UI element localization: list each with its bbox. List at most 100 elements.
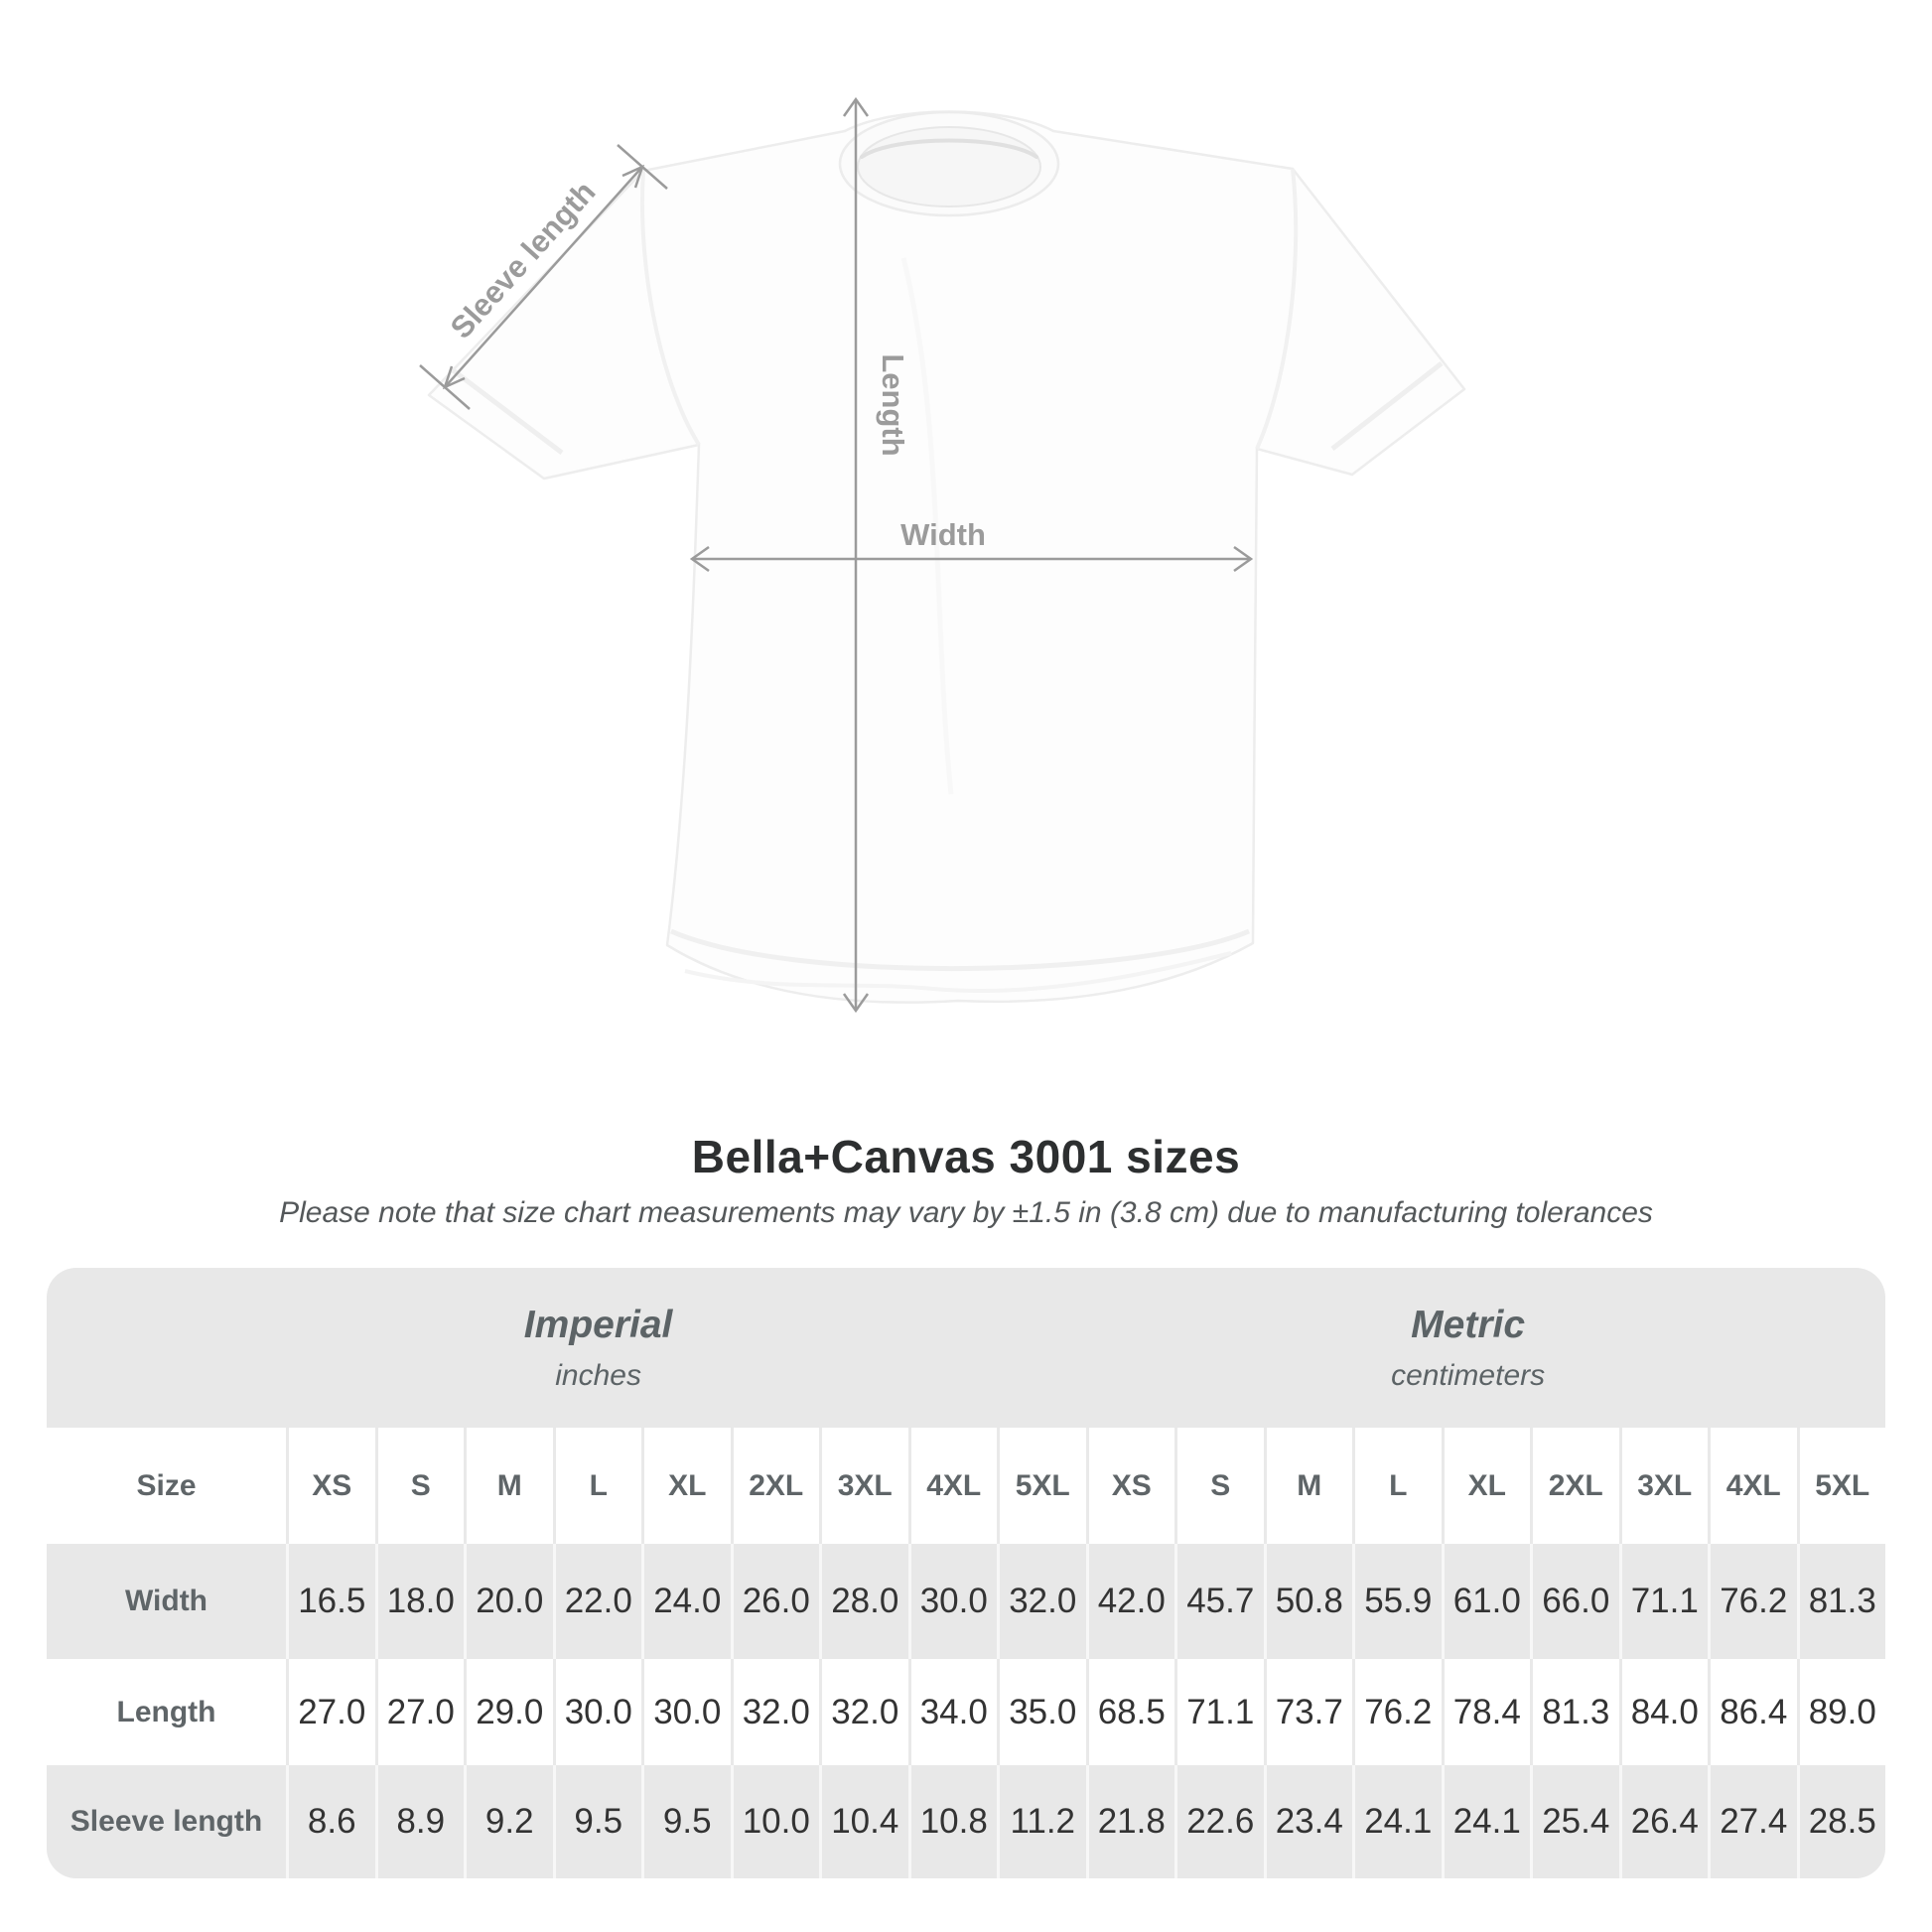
page-title: Bella+Canvas 3001 sizes bbox=[691, 1131, 1241, 1182]
right-armhole-seam bbox=[1255, 168, 1299, 450]
width-cell: 66.0 bbox=[1530, 1544, 1619, 1659]
left-cuff-fold bbox=[450, 367, 564, 455]
sleeve-cell: 10.4 bbox=[819, 1765, 908, 1878]
width-cell: 81.3 bbox=[1796, 1544, 1885, 1659]
width-cell: 16.5 bbox=[286, 1544, 375, 1659]
size-col-header: M bbox=[464, 1428, 553, 1544]
length-cell: 68.5 bbox=[1085, 1659, 1174, 1765]
width-cell: 50.8 bbox=[1263, 1544, 1352, 1659]
length-cell: 76.2 bbox=[1352, 1659, 1442, 1765]
width-cell: 76.2 bbox=[1708, 1544, 1797, 1659]
length-cell: 29.0 bbox=[464, 1659, 553, 1765]
sleeve-cell: 25.4 bbox=[1530, 1765, 1619, 1878]
table-row-sleeve-length: Sleeve length 8.6 8.9 9.2 9.5 9.5 10.0 1… bbox=[47, 1765, 1885, 1878]
sleeve-cell: 8.9 bbox=[374, 1765, 464, 1878]
tshirt-body bbox=[427, 110, 1466, 1004]
sleeve-cell: 27.4 bbox=[1708, 1765, 1797, 1878]
imperial-header: Imperial inches bbox=[524, 1304, 673, 1393]
sleeve-cell: 9.5 bbox=[641, 1765, 731, 1878]
size-col-header: M bbox=[1263, 1428, 1352, 1544]
width-cell: 22.0 bbox=[552, 1544, 641, 1659]
size-col-header: 2XL bbox=[1530, 1428, 1619, 1544]
left-armhole-seam bbox=[639, 170, 701, 447]
length-cell: 86.4 bbox=[1708, 1659, 1797, 1765]
size-col-header: 3XL bbox=[819, 1428, 908, 1544]
size-row-label: Size bbox=[47, 1428, 286, 1544]
sleeve-cell: 28.5 bbox=[1796, 1765, 1885, 1878]
width-cell: 61.0 bbox=[1441, 1544, 1530, 1659]
size-col-header: XL bbox=[641, 1428, 731, 1544]
size-table: Imperial inches Metric centimeters Size … bbox=[47, 1268, 1885, 1878]
right-cuff-fold bbox=[1330, 361, 1444, 451]
size-col-header: 5XL bbox=[1796, 1428, 1885, 1544]
length-cell: 73.7 bbox=[1263, 1659, 1352, 1765]
metric-header: Metric centimeters bbox=[1391, 1304, 1545, 1393]
size-col-header: S bbox=[374, 1428, 464, 1544]
collar-opening bbox=[857, 126, 1041, 207]
body-wrinkle bbox=[900, 257, 954, 795]
length-cell: 30.0 bbox=[552, 1659, 641, 1765]
size-col-header: S bbox=[1174, 1428, 1264, 1544]
imperial-unit: inches bbox=[555, 1358, 641, 1392]
hem-wave-shadow bbox=[684, 951, 1232, 994]
width-cell: 45.7 bbox=[1174, 1544, 1264, 1659]
sleeve-cell: 11.2 bbox=[997, 1765, 1086, 1878]
sleeve-cell: 8.6 bbox=[286, 1765, 375, 1878]
sleeve-cell: 23.4 bbox=[1263, 1765, 1352, 1878]
length-dimension bbox=[842, 96, 870, 1014]
length-cell: 27.0 bbox=[374, 1659, 464, 1765]
unit-header-band: Imperial inches Metric centimeters bbox=[47, 1268, 1885, 1428]
length-cell: 30.0 bbox=[641, 1659, 731, 1765]
width-cell: 55.9 bbox=[1352, 1544, 1442, 1659]
sleeve-cell: 10.0 bbox=[730, 1765, 819, 1878]
row-label: Width bbox=[47, 1544, 286, 1659]
width-cell: 28.0 bbox=[819, 1544, 908, 1659]
size-col-header: 4XL bbox=[1708, 1428, 1797, 1544]
width-cell: 71.1 bbox=[1618, 1544, 1708, 1659]
width-dimension bbox=[689, 545, 1254, 573]
width-cell: 42.0 bbox=[1085, 1544, 1174, 1659]
length-cell: 71.1 bbox=[1174, 1659, 1264, 1765]
row-label: Sleeve length bbox=[47, 1765, 286, 1878]
width-cell: 18.0 bbox=[374, 1544, 464, 1659]
sleeve-cell: 21.8 bbox=[1085, 1765, 1174, 1878]
tshirt-diagram: Sleeve length Length Width bbox=[419, 96, 1466, 1014]
length-cell: 34.0 bbox=[907, 1659, 997, 1765]
sleeve-cell: 9.5 bbox=[552, 1765, 641, 1878]
tolerance-note: Please note that size chart measurements… bbox=[279, 1196, 1653, 1229]
width-cell: 24.0 bbox=[641, 1544, 731, 1659]
length-cell: 35.0 bbox=[997, 1659, 1086, 1765]
imperial-title: Imperial bbox=[523, 1303, 673, 1346]
sleeve-cell: 24.1 bbox=[1352, 1765, 1442, 1878]
size-col-header: 4XL bbox=[907, 1428, 997, 1544]
row-label: Length bbox=[47, 1659, 286, 1765]
width-cell: 32.0 bbox=[997, 1544, 1086, 1659]
size-col-header: 5XL bbox=[997, 1428, 1086, 1544]
length-cell: 32.0 bbox=[730, 1659, 819, 1765]
width-cell: 30.0 bbox=[907, 1544, 997, 1659]
width-label: Width bbox=[900, 517, 986, 552]
sleeve-cell: 9.2 bbox=[464, 1765, 553, 1878]
size-col-header: XS bbox=[1085, 1428, 1174, 1544]
sleeve-dimension bbox=[419, 144, 668, 410]
sleeve-cell: 26.4 bbox=[1618, 1765, 1708, 1878]
sleeve-cell: 10.8 bbox=[907, 1765, 997, 1878]
size-header-row: Size XS S M L XL 2XL 3XL 4XL 5XL XS S M … bbox=[47, 1428, 1885, 1544]
table-row-length: Length 27.0 27.0 29.0 30.0 30.0 32.0 32.… bbox=[47, 1659, 1885, 1765]
size-col-header: L bbox=[1352, 1428, 1442, 1544]
size-col-header: 3XL bbox=[1618, 1428, 1708, 1544]
width-cell: 20.0 bbox=[464, 1544, 553, 1659]
length-cell: 78.4 bbox=[1441, 1659, 1530, 1765]
size-col-header: L bbox=[552, 1428, 641, 1544]
size-col-header: XS bbox=[286, 1428, 375, 1544]
width-cell: 26.0 bbox=[730, 1544, 819, 1659]
metric-title: Metric bbox=[1411, 1303, 1526, 1346]
size-col-header: 2XL bbox=[730, 1428, 819, 1544]
collar-inner-shadow bbox=[860, 138, 1038, 159]
table-row-width: Width 16.5 18.0 20.0 22.0 24.0 26.0 28.0… bbox=[47, 1544, 1885, 1659]
length-cell: 81.3 bbox=[1530, 1659, 1619, 1765]
length-cell: 89.0 bbox=[1796, 1659, 1885, 1765]
metric-unit: centimeters bbox=[1391, 1358, 1546, 1392]
sleeve-cell: 24.1 bbox=[1441, 1765, 1530, 1878]
